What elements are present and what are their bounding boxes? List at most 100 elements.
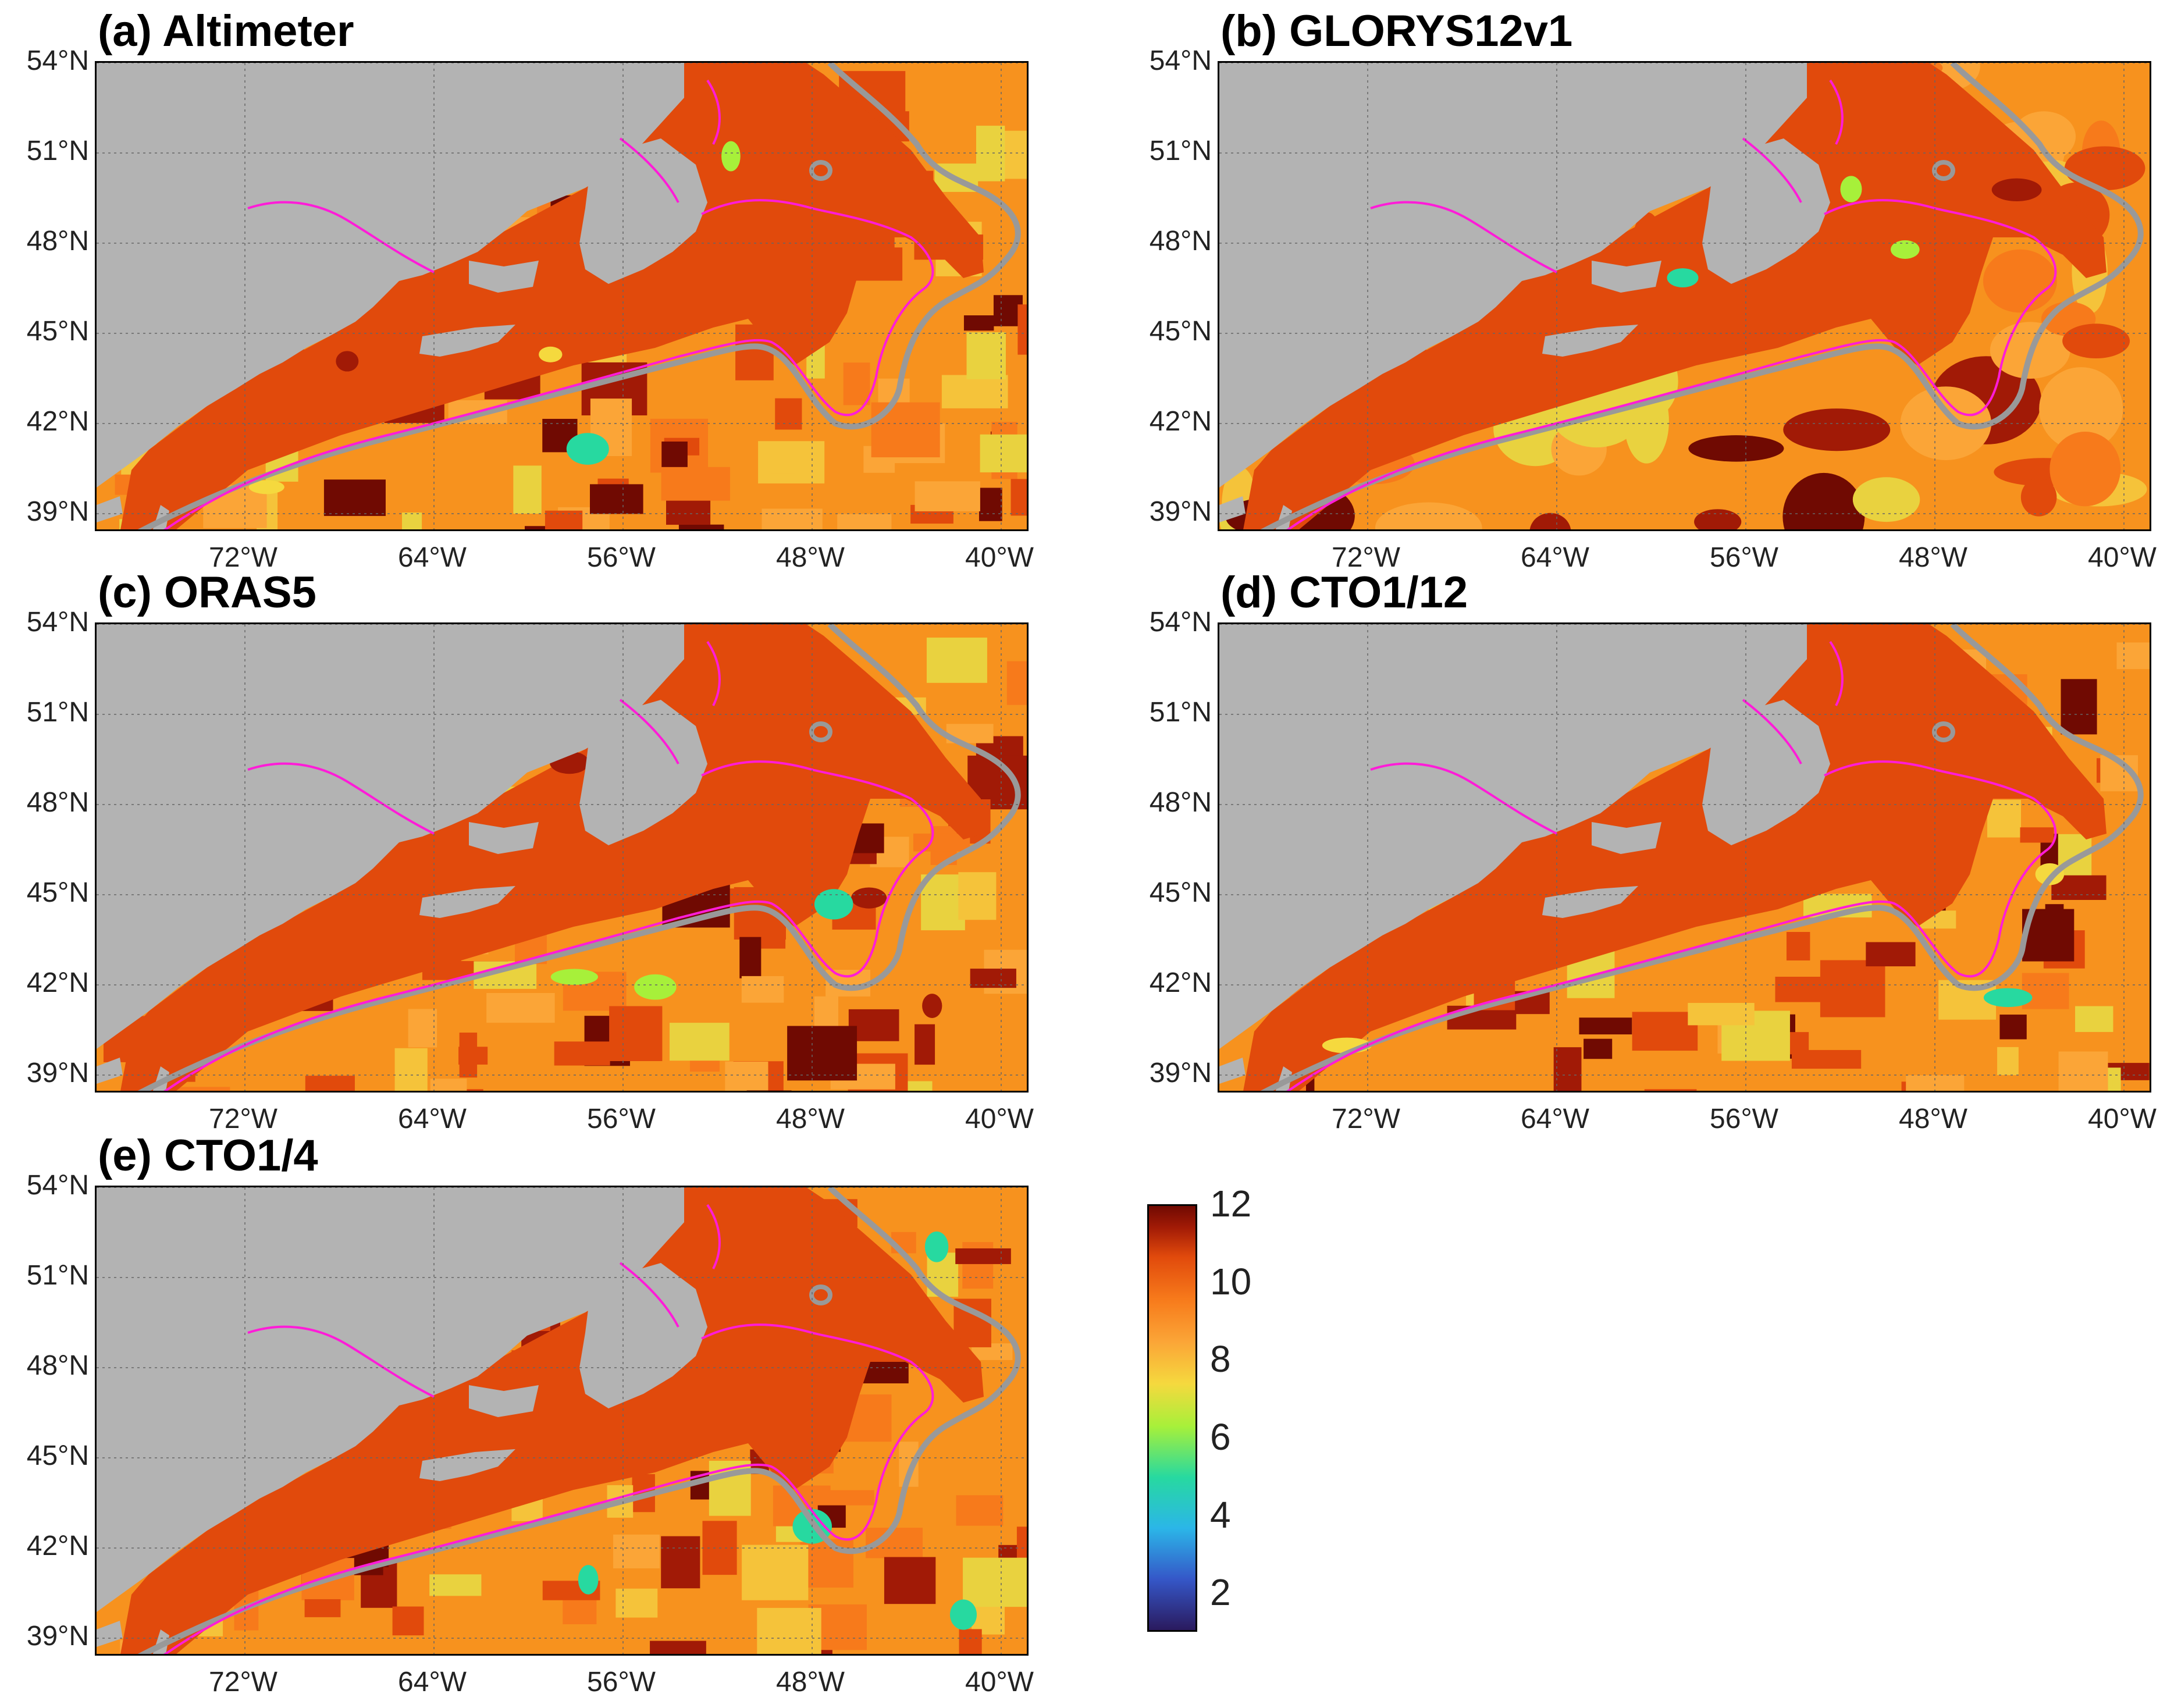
lat-tick-label: 48°N (26, 787, 89, 818)
rms-patch (1006, 661, 1027, 705)
rms-patch (739, 937, 762, 978)
panel-title: (c) ORAS5 (98, 568, 316, 617)
land-mass (419, 886, 515, 918)
rms-patch (978, 488, 1002, 521)
lat-tick-label: 42°N (26, 1531, 89, 1561)
lat-tick-label: 45°N (26, 877, 89, 908)
lon-tick-label: 56°W (1710, 1104, 1778, 1134)
rms-patch (1584, 1038, 1613, 1059)
rms-highlight (539, 346, 563, 362)
lat-tick-label: 45°N (26, 1440, 89, 1471)
rms-patch (837, 514, 892, 529)
rms-patch (2049, 431, 2121, 507)
rms-highlight (1991, 178, 2042, 202)
lat-tick-label: 54°N (1149, 45, 1212, 76)
isobath-contour-magenta (163, 1204, 934, 1654)
lon-tick-label: 64°W (398, 542, 467, 573)
land-mass (1219, 1058, 1246, 1084)
rms-patch (429, 1574, 482, 1596)
rms-patch (746, 1090, 792, 1091)
rms-patch (661, 467, 730, 501)
isobath-contour-gray (137, 624, 1021, 1091)
rms-patch (843, 362, 870, 405)
isobath-contour-gray (1260, 63, 2144, 529)
lat-tick-label: 54°N (26, 45, 89, 76)
rms-patch (963, 1557, 1027, 1607)
lon-tick-label: 48°W (776, 1104, 845, 1134)
rms-patch (590, 484, 643, 514)
rms-highlight (248, 480, 284, 494)
lat-tick-label: 45°N (1149, 877, 1212, 908)
lat-tick-label: 48°N (1149, 226, 1212, 257)
rms-patch (2039, 367, 2123, 451)
colorbar-tick-label: 4 (1210, 1493, 1231, 1536)
rms-patch (2061, 679, 2097, 735)
rms-patch (725, 1061, 768, 1091)
lon-tick-label: 48°W (1899, 542, 1967, 573)
colorbar-tick-label: 10 (1210, 1260, 1252, 1303)
lat-tick-label: 45°N (1149, 316, 1212, 347)
map-panel-c (95, 622, 1029, 1093)
lat-tick-label: 39°N (1149, 496, 1212, 527)
colorbar (1147, 1204, 1197, 1632)
rms-patch (1694, 509, 1742, 529)
rms-patch (771, 450, 795, 474)
map-svg (1219, 63, 2150, 529)
rms-patch (172, 1087, 230, 1091)
colorbar-tick-label: 12 (1210, 1183, 1252, 1225)
panel-title: (d) CTO1/12 (1221, 568, 1468, 617)
lat-tick-label: 48°N (1149, 787, 1212, 818)
rms-patch (1688, 1002, 1755, 1026)
lon-tick-label: 40°W (2088, 542, 2157, 573)
lon-tick-label: 56°W (587, 1667, 656, 1698)
lat-tick-label: 54°N (1149, 607, 1212, 638)
rms-patch (305, 1076, 355, 1091)
lat-tick-label: 42°N (26, 967, 89, 998)
land-mass (97, 63, 684, 488)
land-mass (1219, 496, 1246, 522)
land-mass (97, 1058, 123, 1084)
isobath-contour-magenta (1286, 640, 2057, 1091)
panel-title: (a) Altimeter (98, 6, 354, 56)
lon-tick-label: 72°W (209, 542, 277, 573)
lat-tick-label: 39°N (26, 496, 89, 527)
rms-patch (1852, 477, 1920, 522)
map-svg (97, 624, 1027, 1091)
rms-patch (486, 992, 555, 1023)
land-mass (97, 624, 684, 1049)
rms-patch (921, 874, 965, 931)
lon-tick-label: 40°W (965, 1667, 1034, 1698)
lon-tick-label: 48°W (1899, 1104, 1967, 1134)
rms-patch (524, 526, 560, 529)
rms-patch (884, 1557, 936, 1604)
colorbar-tick-label: 2 (1210, 1571, 1231, 1614)
rms-patch (1866, 942, 1916, 967)
rms-patch (915, 1024, 935, 1065)
lon-tick-label: 72°W (209, 1104, 277, 1134)
lat-tick-label: 42°N (1149, 967, 1212, 998)
rms-patch (966, 332, 1006, 379)
rms-patch (323, 479, 386, 516)
rms-highlight (922, 994, 942, 1019)
rms-patch (613, 1534, 660, 1569)
lon-tick-label: 64°W (398, 1104, 467, 1134)
rms-patch (1375, 502, 1482, 529)
lat-tick-label: 54°N (26, 1170, 89, 1201)
land-mass (1219, 624, 1807, 1049)
land-mass (469, 1385, 539, 1417)
isobath-contour-gray (137, 1187, 1021, 1654)
rms-patch (1983, 249, 2057, 313)
rms-patch (1688, 435, 1784, 462)
lon-tick-label: 48°W (776, 542, 845, 573)
rms-highlight (814, 889, 853, 920)
rms-patch (775, 398, 802, 430)
map-panel-e (95, 1186, 1029, 1656)
rms-patch (2075, 1006, 2113, 1032)
graticule (97, 1187, 1027, 1654)
rms-patch (408, 1009, 437, 1048)
land-mass (1592, 261, 1661, 293)
rms-patch (1553, 1047, 1582, 1091)
lon-tick-label: 72°W (209, 1667, 277, 1698)
lon-tick-label: 56°W (1710, 542, 1778, 573)
shelf-region (120, 1187, 984, 1654)
